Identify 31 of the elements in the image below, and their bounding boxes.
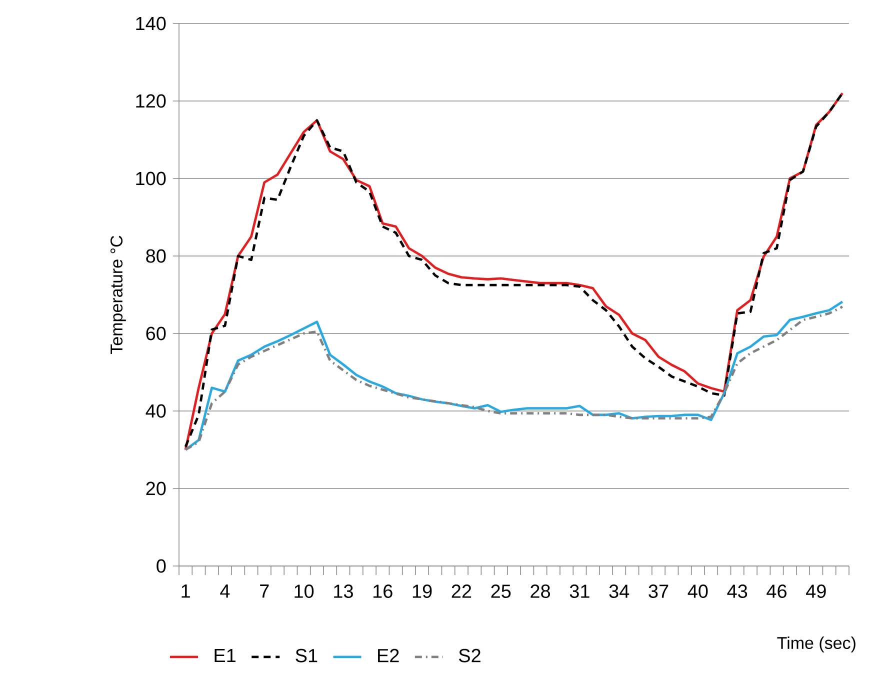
x-axis-title: Time (sec) xyxy=(777,636,856,652)
y-axis-title: Temperature °C xyxy=(110,236,126,354)
x-tick-label: 19 xyxy=(412,584,432,598)
x-tick-label: 13 xyxy=(334,584,353,598)
x-tick-label: 31 xyxy=(570,584,590,598)
y-tick-label: 120 xyxy=(136,94,166,108)
legend-label: S2 xyxy=(458,648,480,662)
y-tick-label: 100 xyxy=(136,172,166,186)
y-tick-label: 40 xyxy=(146,404,166,418)
y-tick-label: 20 xyxy=(146,482,166,496)
x-tick-label: 34 xyxy=(609,584,630,598)
legend-label: S1 xyxy=(296,648,318,662)
x-tick-label: 4 xyxy=(220,584,230,598)
x-tick-label: 37 xyxy=(648,584,668,598)
y-tick-label: 0 xyxy=(156,559,166,573)
x-tick-label: 10 xyxy=(294,584,314,598)
legend-label: E2 xyxy=(378,648,399,662)
x-tick-label: 16 xyxy=(374,584,392,598)
y-tick-label: 60 xyxy=(146,326,166,340)
x-tick-label: 7 xyxy=(260,584,269,598)
y-tick-label: 80 xyxy=(146,249,166,263)
x-tick-label: 1 xyxy=(182,584,190,598)
x-tick-label: 40 xyxy=(688,584,708,598)
x-tick-label: 28 xyxy=(530,584,550,598)
legend-label: E1 xyxy=(214,648,236,662)
x-tick-label: 25 xyxy=(491,584,511,598)
x-tick-label: 49 xyxy=(806,584,826,598)
x-tick-label: 22 xyxy=(452,584,472,598)
x-tick-label: 46 xyxy=(766,584,786,598)
x-tick-label: 43 xyxy=(727,584,748,598)
y-tick-label: 140 xyxy=(136,16,166,30)
